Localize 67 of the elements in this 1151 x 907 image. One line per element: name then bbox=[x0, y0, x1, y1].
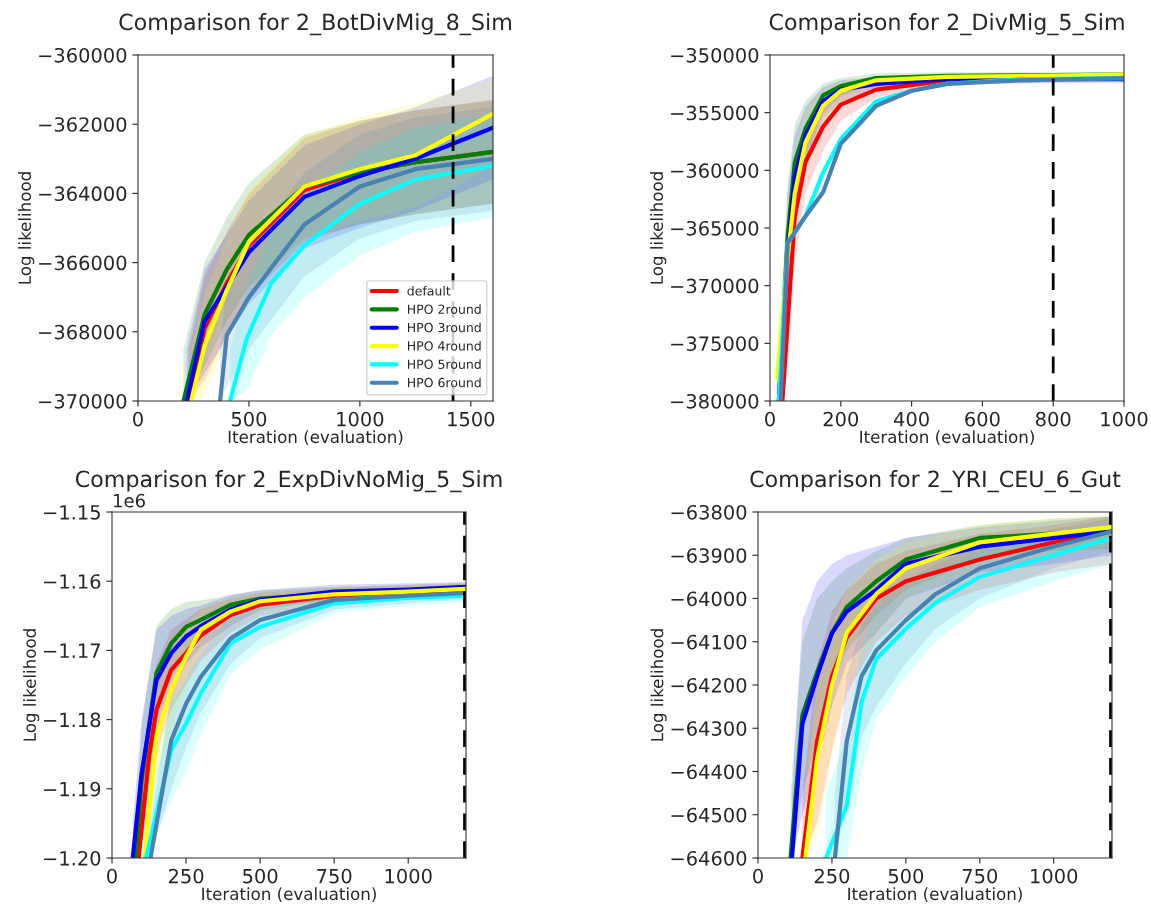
x-tick-label: 750 bbox=[317, 868, 352, 884]
x-axis-title: Iteration (evaluation) bbox=[848, 887, 1022, 903]
x-tick-label: 0 bbox=[107, 868, 117, 884]
y-tick-label: −1.19 bbox=[44, 781, 101, 797]
legend-label: HPO 5round bbox=[407, 359, 481, 369]
y-tick-label: −380000 bbox=[671, 393, 759, 409]
y-axis-title: Log likelihood bbox=[650, 172, 667, 284]
legend-label: default bbox=[407, 285, 451, 296]
y-tick-label: −64300 bbox=[671, 721, 747, 736]
x-tick-label: 500 bbox=[888, 868, 924, 884]
x-tick-label: 200 bbox=[823, 411, 859, 427]
y-tick-label: −364000 bbox=[39, 186, 127, 202]
chart-title: Comparison for 2_DivMig_5_Sim bbox=[769, 13, 1124, 36]
x-tick-label: 1000 bbox=[337, 411, 384, 427]
y-tick-label: −1.16 bbox=[44, 574, 101, 589]
x-tick-label: 250 bbox=[814, 868, 850, 884]
y-tick-label: −64500 bbox=[671, 807, 747, 823]
y-tick-label: −1.17 bbox=[44, 643, 100, 658]
y-tick-label: −64100 bbox=[671, 634, 747, 650]
x-tick-label: 1000 bbox=[1101, 411, 1148, 427]
y-tick-label: −64600 bbox=[671, 850, 747, 866]
y-tick-label: −64200 bbox=[671, 677, 747, 693]
chart-title: Comparison for 2_BotDivMig_8_Sim bbox=[119, 13, 511, 36]
y-tick-label: −64400 bbox=[671, 764, 747, 780]
y-tick-label: −365000 bbox=[671, 220, 759, 236]
chart-title: Comparison for 2_ExpDivNoMig_5_Sim bbox=[75, 470, 502, 493]
y-tick-label: −1.15 bbox=[44, 505, 100, 520]
legend-label: HPO 3round bbox=[407, 322, 481, 333]
y-tick-label: −1.20 bbox=[44, 850, 101, 866]
y-axis-title: Log likelihood bbox=[23, 629, 40, 741]
x-tick-label: 500 bbox=[243, 868, 278, 884]
y-tick-label: −355000 bbox=[671, 105, 759, 121]
y-tick-label: −368000 bbox=[39, 324, 127, 340]
y-tick-label: −360000 bbox=[671, 163, 759, 178]
y-tick-label: −1.18 bbox=[44, 712, 101, 728]
y-tick-label: −63800 bbox=[671, 504, 747, 520]
legend-label: HPO 4round bbox=[407, 340, 481, 351]
x-axis-title: Iteration (evaluation) bbox=[860, 430, 1034, 446]
x-tick-label: 1000 bbox=[385, 868, 432, 884]
y-tick-label: −362000 bbox=[39, 117, 127, 132]
x-tick-label: 0 bbox=[765, 411, 775, 427]
y-axis-title: Log likelihood bbox=[18, 172, 35, 284]
y-tick-label: −370000 bbox=[671, 278, 759, 294]
y-tick-label: −350000 bbox=[671, 47, 759, 63]
x-tick-label: 0 bbox=[133, 411, 143, 427]
text: 1e6 bbox=[113, 493, 145, 508]
legend-label: HPO 2round bbox=[407, 304, 481, 314]
y-axis-title: Log likelihood bbox=[650, 629, 667, 741]
y-tick-label: −370000 bbox=[39, 393, 127, 409]
x-axis-title: Iteration (evaluation) bbox=[228, 430, 403, 446]
legend-label: HPO 6round bbox=[407, 377, 481, 388]
x-tick-label: 250 bbox=[168, 868, 204, 884]
x-tick-label: 0 bbox=[753, 868, 763, 884]
y-tick-label: −366000 bbox=[39, 255, 127, 271]
y-tick-label: −64000 bbox=[671, 591, 747, 607]
x-tick-label: 600 bbox=[965, 411, 1000, 427]
x-tick-label: 1500 bbox=[448, 411, 495, 427]
y-tick-label: −375000 bbox=[671, 336, 759, 351]
x-tick-label: 500 bbox=[231, 411, 267, 427]
x-tick-label: 400 bbox=[893, 411, 929, 427]
x-tick-label: 750 bbox=[962, 868, 998, 884]
y-tick-label: −63900 bbox=[671, 548, 747, 563]
y-tick-label: −360000 bbox=[39, 47, 127, 63]
chart-title: Comparison for 2_YRI_CEU_6_Gut bbox=[750, 470, 1121, 493]
x-axis-title: Iteration (evaluation) bbox=[202, 887, 376, 903]
x-tick-label: 800 bbox=[1035, 411, 1071, 427]
x-tick-label: 1000 bbox=[1031, 868, 1078, 884]
